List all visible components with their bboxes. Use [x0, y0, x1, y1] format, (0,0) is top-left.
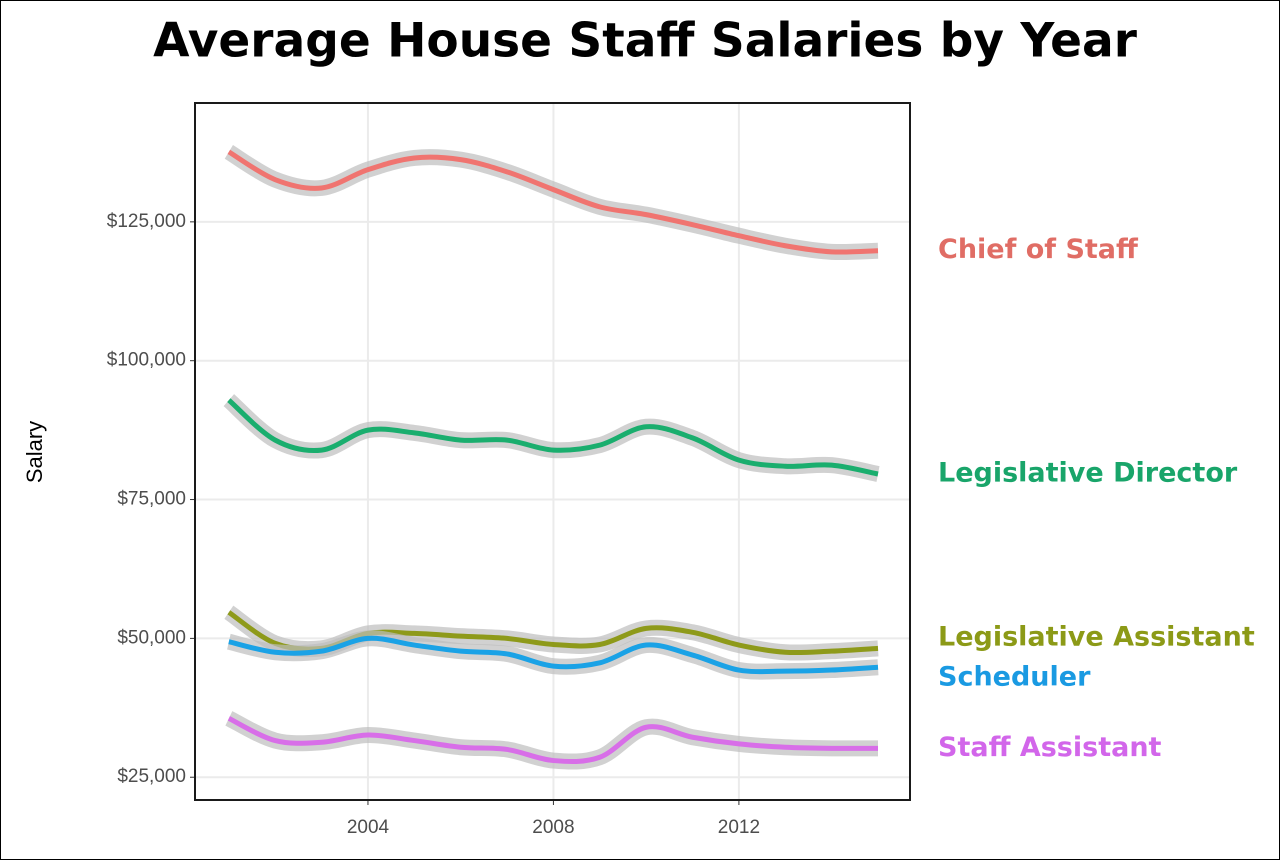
x-tick-label: 2012 — [718, 817, 760, 838]
legend-label: Scheduler — [938, 661, 1091, 692]
series-line — [227, 716, 879, 765]
y-tick-label: $50,000 — [117, 627, 186, 648]
x-tick-label: 2008 — [532, 817, 574, 838]
series-line — [228, 635, 879, 675]
legend-label: Legislative Assistant — [938, 621, 1255, 652]
y-tick-label: $125,000 — [107, 211, 186, 232]
series-line — [227, 398, 879, 477]
legend-label: Legislative Director — [938, 457, 1238, 488]
y-tick-label: $100,000 — [107, 350, 186, 371]
plot-border — [194, 102, 911, 801]
x-tick-label: 2004 — [347, 817, 390, 838]
series-line — [227, 149, 879, 255]
legend-label: Chief of Staff — [938, 234, 1139, 265]
y-tick-label: $25,000 — [117, 766, 186, 787]
y-tick-label: $75,000 — [117, 489, 186, 510]
chart-title: Average House Staff Salaries by Year — [153, 14, 1138, 69]
legend-label: Staff Assistant — [938, 732, 1162, 763]
y-axis-label: Salary — [22, 421, 47, 483]
